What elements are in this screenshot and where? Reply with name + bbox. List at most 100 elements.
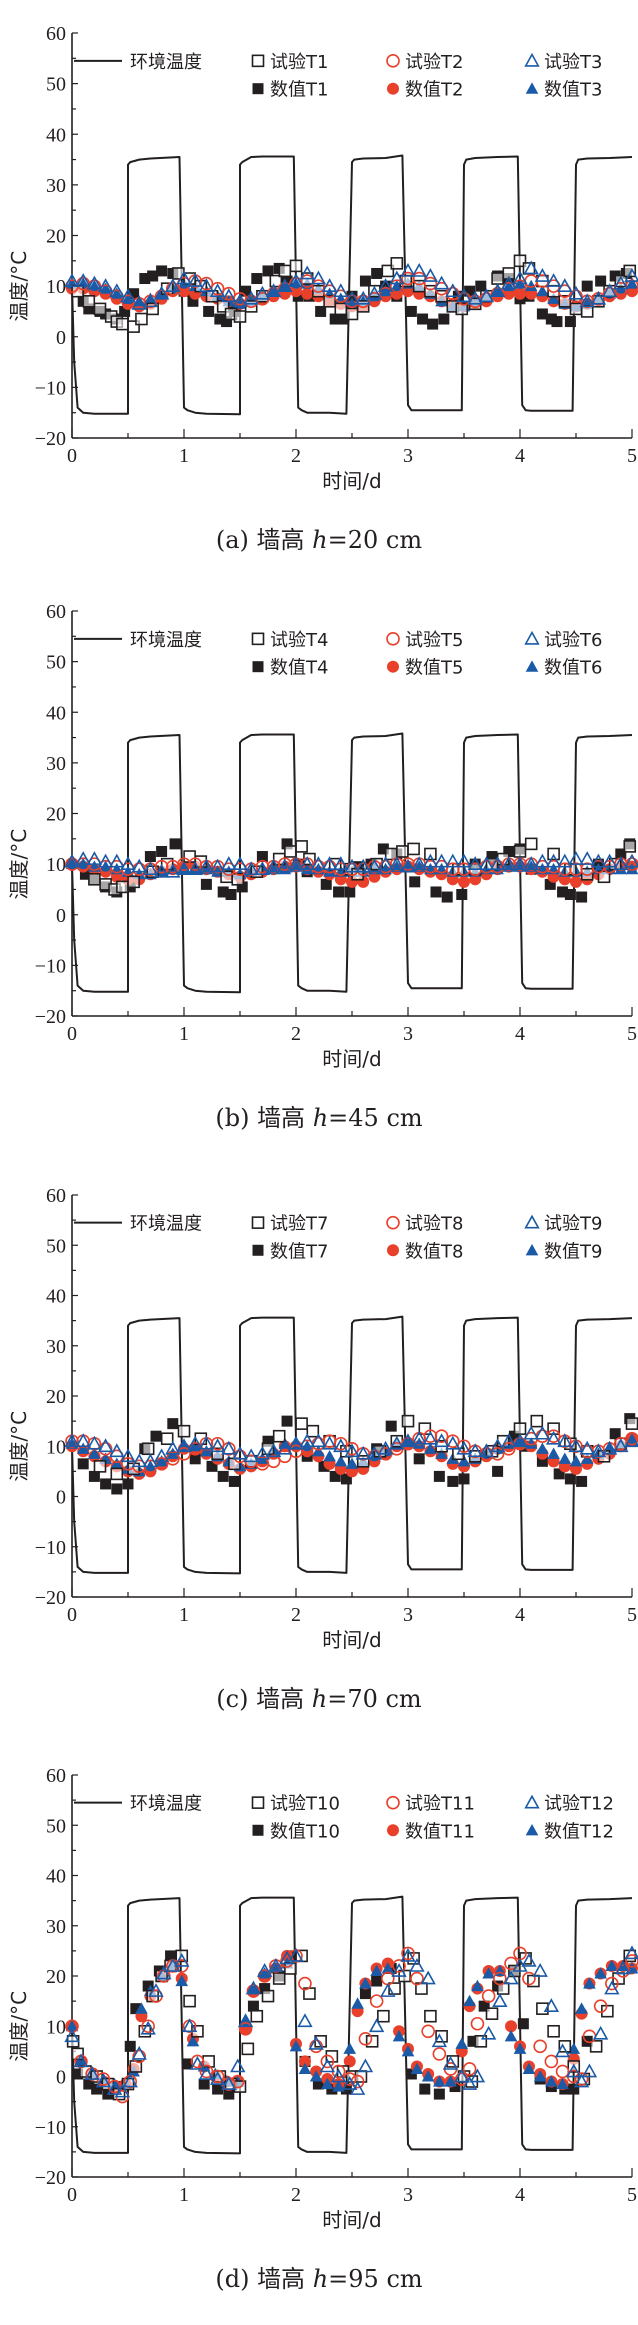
data-point (298, 1976, 312, 1991)
y-tick-label: 50 (46, 74, 66, 96)
data-point (231, 873, 245, 886)
data-point (624, 1945, 638, 1960)
data-point (97, 853, 114, 868)
data-point (209, 283, 226, 298)
data-point (602, 286, 617, 301)
data-point (433, 1433, 450, 1448)
legend-marker (387, 660, 399, 673)
legend-marker (251, 54, 265, 68)
data-point (625, 862, 638, 875)
data-point (564, 1473, 576, 1485)
data-point (315, 305, 327, 317)
data-point (187, 273, 203, 287)
data-point (146, 302, 159, 316)
data-point (333, 1438, 349, 1453)
data-point (221, 856, 237, 870)
x-tick-label: 0 (67, 2184, 77, 2206)
data-point (86, 1435, 103, 1450)
data-point (467, 856, 483, 870)
data-point (595, 275, 607, 287)
data-point (142, 861, 159, 876)
data-point (157, 1969, 171, 1983)
data-point (190, 2054, 205, 2069)
data-point (380, 1983, 396, 1997)
data-point (120, 288, 136, 303)
legend-label: 数值T12 (544, 1821, 614, 1842)
chart-panel-c: −20 −10 0 10 20 30 40 50 60 0 1 2 3 4 5 时间/d 温度/°C 环境温度 试验… (0, 1160, 638, 1740)
data-point (410, 2062, 424, 2075)
data-point (381, 1962, 395, 1974)
data-point (320, 878, 332, 890)
data-point (389, 270, 405, 285)
data-point (513, 254, 527, 268)
x-tick-label: 4 (515, 445, 525, 467)
data-point (547, 2024, 560, 2038)
legend-label: 数值T8 (405, 1241, 463, 1262)
data-point (165, 1440, 181, 1455)
data-point (198, 2066, 215, 2080)
data-point (445, 853, 461, 868)
data-point (513, 1422, 527, 1435)
y-tick-label: −10 (35, 1537, 66, 1559)
chart-svg: −20 −10 0 10 20 30 40 50 60 0 1 2 3 4 5 时间/d 温度/°C 环境温度 试验… (7, 1185, 638, 1713)
data-point (200, 1444, 213, 1457)
data-point (409, 1957, 425, 1972)
data-point (88, 1470, 100, 1482)
data-point (423, 276, 438, 291)
data-point (478, 2000, 490, 2012)
data-point (156, 265, 168, 277)
data-point (442, 2055, 459, 2070)
data-point (254, 1445, 271, 1460)
data-point (411, 262, 427, 277)
data-point (389, 856, 405, 870)
data-point (110, 1457, 124, 1469)
data-point (419, 2083, 431, 2095)
data-point (181, 2058, 193, 2070)
data-point (88, 1447, 101, 1459)
chart-svg: −20 −10 0 10 20 30 40 50 60 0 1 2 3 4 5 时间/d 温度/°C 环境温度 试验… (7, 601, 638, 1132)
y-tick-label: 10 (46, 276, 66, 298)
data-point (400, 1947, 416, 1962)
data-point (359, 1977, 372, 1989)
data-point (512, 270, 528, 285)
data-point (84, 2066, 100, 2080)
figure-caption: (b) 墙高 h=45 cm (215, 1104, 423, 1132)
legend-marker (524, 52, 540, 67)
x-axis-title: 时间/d (322, 1628, 381, 1652)
data-point (455, 302, 469, 316)
data-point (140, 2020, 156, 2035)
data-point (281, 275, 293, 287)
data-point (355, 1445, 371, 1460)
data-point (544, 878, 556, 890)
chart-svg: −20 −10 0 10 20 30 40 50 60 0 1 2 3 4 5 时间/d 温度/°C 环境温度 试验… (7, 23, 638, 554)
data-point (534, 268, 551, 282)
data-point (247, 1982, 260, 1994)
x-tick-label: 0 (67, 445, 77, 467)
legend-marker (525, 82, 539, 94)
data-point (277, 858, 293, 873)
data-point (411, 856, 427, 870)
legend-marker (252, 1824, 264, 1836)
data-point (580, 1452, 594, 1464)
data-point (166, 281, 180, 296)
data-point (238, 2021, 253, 2036)
data-point (405, 305, 417, 317)
data-point (243, 861, 259, 876)
data-point (355, 290, 371, 305)
legend-label: 环境温度 (130, 1214, 202, 1235)
data-point (377, 278, 394, 292)
data-point (556, 2077, 569, 2090)
data-point (65, 2019, 79, 2034)
data-point (433, 1470, 445, 1482)
chart-panel-a: −20 −10 0 10 20 30 40 50 60 0 1 2 3 4 5 时间/d 温度/°C 环境温度 试验… (0, 0, 638, 580)
data-point (272, 1429, 286, 1443)
data-point (267, 284, 280, 297)
data-point (427, 318, 439, 330)
data-point (225, 889, 237, 900)
x-tick-label: 3 (403, 1604, 413, 1626)
legend-label: 数值T6 (544, 658, 602, 679)
data-point (243, 1448, 259, 1463)
data-point (198, 858, 215, 873)
data-point (128, 288, 140, 300)
data-point (142, 1453, 159, 1468)
